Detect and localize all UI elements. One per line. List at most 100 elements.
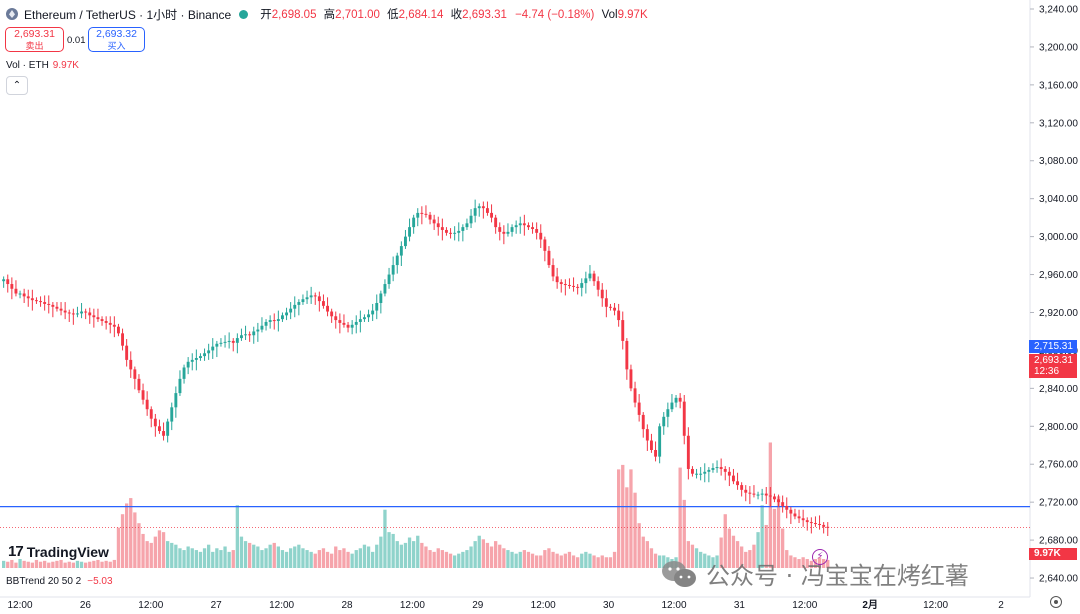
settings-icon[interactable] — [1050, 596, 1062, 608]
candle-body — [211, 346, 215, 351]
candle-body — [18, 293, 22, 295]
volume-bar — [457, 553, 461, 568]
volume-bar — [129, 498, 133, 568]
volume-bar — [149, 542, 153, 568]
candle-body — [104, 321, 108, 323]
candle-body — [584, 278, 588, 284]
volume-bar — [612, 551, 617, 568]
lightning-icon[interactable]: ⚡ — [812, 549, 828, 565]
volume-bar — [592, 555, 596, 568]
candle-body — [596, 281, 600, 290]
candle-body — [502, 231, 506, 234]
volume-bar — [584, 551, 588, 568]
candle-body — [752, 493, 756, 495]
volume-bar — [383, 509, 387, 568]
candle-body — [691, 468, 694, 474]
candle-body — [453, 232, 457, 234]
volume-bar — [71, 562, 75, 568]
candle-body — [781, 502, 785, 506]
candle-body — [162, 431, 165, 436]
volume-bar — [256, 546, 260, 568]
price-tick-label: 3,000.00 — [1039, 232, 1078, 243]
volume-bar — [207, 544, 211, 568]
candle-body — [539, 232, 543, 240]
sell-label: 卖出 — [25, 41, 44, 51]
candle-body — [22, 293, 26, 297]
open-value: 2,698.05 — [271, 9, 317, 21]
volume-bar — [186, 546, 190, 568]
volume-bar — [604, 557, 608, 568]
candle-body — [588, 273, 592, 279]
volume-bar — [260, 550, 264, 568]
candle-body — [547, 250, 551, 266]
candle-body — [559, 282, 563, 285]
volume-bar — [752, 544, 756, 568]
volume-legend-label: Vol · ETH — [6, 60, 49, 71]
open-label: 开 — [260, 9, 272, 21]
candle-body — [293, 304, 297, 309]
candle-body — [231, 340, 235, 343]
price-tick-label: 2,680.00 — [1039, 536, 1078, 547]
volume-bar — [284, 551, 289, 568]
candle-body — [317, 296, 321, 302]
price-tick-label: 3,120.00 — [1039, 118, 1078, 129]
ohlc-values: 开2,698.05 高2,701.00 低2,684.14 收2,693.31 … — [256, 6, 647, 22]
candle-body — [440, 227, 444, 230]
candle-body — [63, 310, 67, 313]
chevron-up-icon[interactable]: ⌃ — [6, 76, 28, 95]
volume-bar — [498, 544, 502, 568]
candle-body — [674, 397, 678, 403]
buy-button[interactable]: 2,693.32 买入 — [88, 27, 145, 52]
candle-body — [59, 308, 63, 311]
volume-bar — [137, 523, 141, 568]
volume-bar — [10, 559, 14, 568]
volume-bar — [96, 559, 100, 568]
volume-bar — [514, 553, 518, 568]
symbol-title[interactable]: Ethereum / TetherUS · 1小时 · Binance — [24, 7, 232, 22]
volume-bar — [776, 496, 781, 568]
volume-bar — [305, 550, 309, 568]
ethereum-icon — [6, 8, 18, 20]
candle-body — [682, 401, 686, 436]
candle-body — [613, 307, 616, 311]
volume-bar — [293, 546, 297, 568]
candle-body — [125, 345, 129, 360]
candle-body — [252, 331, 256, 336]
candle-body — [170, 407, 174, 422]
bbtrend-label: BBTrend 20 50 2 — [6, 576, 82, 587]
tradingview-logo[interactable]: 17 TradingView — [8, 543, 109, 560]
candle-body — [235, 338, 239, 343]
time-tick-label: 12:00 — [269, 600, 294, 611]
volume-bar — [629, 469, 633, 568]
spread-value: 0.01 — [67, 35, 86, 46]
volume-bar — [350, 553, 354, 568]
volume-bar — [358, 548, 362, 568]
volume-bar — [621, 464, 625, 568]
candle-body — [658, 426, 662, 457]
sell-button[interactable]: 2,693.31 卖出 — [5, 27, 64, 52]
volume-bar — [399, 544, 403, 568]
candle-body — [773, 496, 776, 500]
candle-body — [600, 289, 604, 299]
volume-bar — [559, 555, 563, 568]
volume-bar — [2, 560, 6, 568]
candle-body — [350, 324, 354, 328]
volume-bar — [104, 560, 108, 568]
buy-label: 买入 — [107, 41, 126, 51]
time-tick-label: 12:00 — [792, 600, 817, 611]
volume-bar — [51, 561, 55, 568]
volume-bar — [731, 535, 736, 568]
candle-body — [760, 493, 764, 495]
candle-body — [465, 223, 469, 228]
candle-body — [695, 473, 698, 475]
volume-bar — [391, 533, 395, 568]
volume-bar — [658, 555, 662, 568]
low-label: 低 — [387, 9, 399, 21]
volume-bar — [617, 469, 621, 568]
candle-body — [666, 409, 670, 417]
volume-bar — [18, 559, 22, 568]
volume-bar — [727, 528, 731, 568]
volume-bar — [26, 561, 30, 568]
volume-bar — [141, 533, 145, 568]
